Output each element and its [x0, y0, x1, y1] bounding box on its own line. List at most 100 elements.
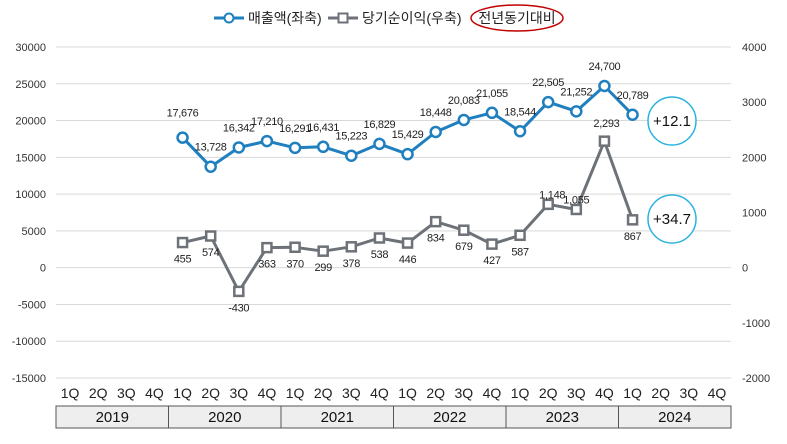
net-income-series-line	[182, 139, 635, 293]
net-income-data-label: 1,148	[539, 189, 565, 201]
quarter-tick-label: 1Q	[61, 385, 80, 401]
right-axis-tick-label: 0	[742, 263, 748, 275]
right-axis: 4000 3000 2000 1000 0 -1000 -2000	[742, 42, 770, 385]
quarter-tick-label: 1Q	[623, 385, 642, 401]
quarter-tick-label: 2Q	[651, 385, 670, 401]
sales-point	[457, 113, 471, 127]
quarter-tick-label: 1Q	[511, 385, 530, 401]
legend: 매출액(좌축) 당기순이익(우축) 전년동기대비	[214, 4, 564, 32]
net-income-point	[458, 224, 470, 236]
sales-data-label: 20,789	[617, 90, 649, 102]
yoy-annotation-text: +12.1	[653, 113, 691, 130]
net-income-point	[598, 135, 611, 147]
net-income-data-label: 574	[202, 247, 220, 259]
net-income-point	[486, 238, 498, 250]
sales-point	[541, 95, 555, 109]
net-income-point	[233, 285, 245, 298]
net-income-data-label: 378	[343, 258, 361, 270]
sales-data-label: 15,429	[392, 129, 424, 141]
legend-marker-net-income	[337, 12, 349, 24]
net-income-data-label: 834	[427, 233, 445, 245]
left-axis-tick-label: 0	[40, 263, 46, 275]
sales-point	[513, 125, 527, 138]
quarter-tick-label: 2Q	[89, 385, 108, 401]
quarter-tick-label: 3Q	[679, 385, 698, 401]
left-axis-tick-label: 5000	[22, 226, 46, 238]
left-axis-tick-label: -5000	[18, 299, 46, 311]
net-income-data-label: 446	[399, 254, 417, 266]
quarter-tick-label: 4Q	[145, 385, 164, 401]
net-income-point	[289, 241, 301, 254]
quarter-tick-label: 3Q	[454, 385, 473, 401]
sales-point	[204, 160, 217, 173]
data-points	[176, 79, 639, 298]
sales-data-label: 17,210	[251, 116, 283, 128]
quarter-tick-label: 1Q	[398, 385, 417, 401]
yoy-annotation-text: +34.7	[653, 211, 691, 228]
quarter-tick-label: 1Q	[286, 385, 305, 401]
quarter-tick-label: 3Q	[567, 385, 586, 401]
right-axis-tick-label: 4000	[742, 42, 766, 54]
left-axis: 30000 25000 20000 15000 10000 5000 0 -5000 -1000…	[12, 42, 46, 385]
net-income-data-label: 2,293	[593, 118, 619, 130]
sales-data-label: 16,829	[364, 119, 396, 131]
net-income-point	[261, 241, 273, 254]
left-axis-tick-label: 15000	[15, 152, 46, 164]
year-label: 2022	[433, 409, 466, 426]
left-axis-tick-label: 25000	[15, 79, 46, 91]
sales-point	[288, 141, 302, 155]
sales-data-label: 20,083	[448, 95, 480, 107]
right-axis-tick-label: -1000	[742, 318, 770, 330]
year-box	[618, 405, 732, 429]
quarter-tick-label: 2Q	[426, 385, 445, 401]
sales-data-label: 18,448	[420, 107, 452, 119]
sales-data-label: 16,291	[279, 123, 311, 135]
quarter-tick-label: 2Q	[314, 385, 333, 401]
net-income-data-label: 363	[258, 259, 276, 271]
left-axis-tick-label: 20000	[15, 116, 46, 128]
net-income-point	[373, 232, 386, 244]
quarter-tick-label: 2Q	[539, 385, 558, 401]
legend-marker-sales	[223, 12, 235, 24]
quarter-tick-label: 4Q	[483, 385, 502, 401]
legend-badge-oval	[470, 4, 564, 32]
sales-data-label: 18,544	[504, 106, 536, 118]
quarter-tick-label: 1Q	[173, 385, 192, 401]
left-axis-tick-label: 10000	[15, 189, 46, 201]
net-income-data-label: 587	[511, 246, 529, 258]
right-axis-tick-label: 3000	[742, 97, 766, 109]
gridlines	[56, 46, 731, 379]
legend-label-sales: 매출액(좌축)	[248, 10, 322, 26]
net-income-data-label: 299	[314, 262, 332, 274]
year-label: 2019	[96, 409, 129, 426]
sales-point	[373, 137, 386, 151]
legend-badge-label: 전년동기대비	[478, 10, 555, 26]
net-income-point	[317, 245, 329, 257]
quarter-tick-label: 3Q	[229, 385, 248, 401]
sales-data-label: 16,431	[307, 122, 339, 134]
annotations: +12.1 +34.7	[647, 96, 697, 244]
quarter-tick-label: 3Q	[117, 385, 136, 401]
net-income-point	[176, 236, 189, 249]
sales-point	[429, 125, 442, 139]
net-income-point	[345, 241, 358, 253]
sales-point	[401, 147, 414, 161]
data-labels: 17,676 13,728 16,34217,21016,29116,43115,2…	[167, 61, 649, 314]
quarter-tick-label: 2Q	[201, 385, 220, 401]
quarter-tick-label: 4Q	[370, 385, 389, 401]
x-axis: 1Q 2Q 3Q 4Q 1Q 2Q 3Q 4Q 1Q 2Q 3Q 4Q 1Q 2Q 3Q 4Q 1Q 2Q 3Q 4Q…	[55, 385, 732, 429]
sales-point	[485, 106, 499, 120]
net-income-data-label: 455	[174, 254, 192, 266]
sales-point	[598, 79, 611, 93]
net-income-point	[542, 198, 554, 211]
sales-data-label: 16,342	[223, 122, 255, 134]
sales-point	[260, 134, 274, 148]
year-label: 2021	[321, 409, 354, 426]
quarter-tick-label: 3Q	[342, 385, 361, 401]
net-income-point	[570, 203, 583, 216]
net-income-data-label: 679	[455, 241, 473, 253]
sales-data-label: 22,505	[532, 77, 564, 89]
sales-point	[570, 105, 583, 118]
